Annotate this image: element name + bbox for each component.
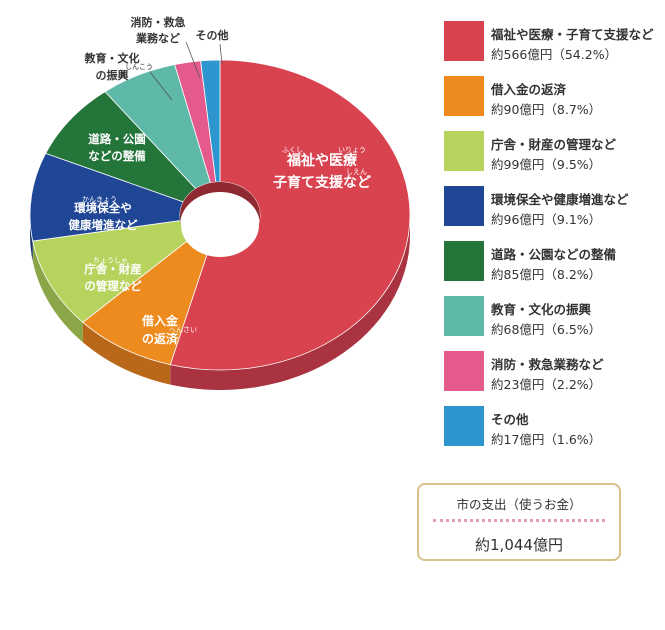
legend-name: 環境保全や健康増進など [491,192,629,207]
slice-ruby: ふくし [282,146,303,154]
doughnut-hole [180,182,260,257]
slice-label-4-1: などの整備 [88,149,146,163]
slice-label-5-0: 教育・文化 [84,51,140,65]
legend-value: 約96億円（9.1%） [491,212,602,227]
legend-item: その他約17億円（1.6%） [444,406,659,447]
slice-label-5-1: の振興 [96,68,129,82]
legend-swatch [444,21,484,61]
legend-name: 教育・文化の振興 [491,302,592,317]
legend-name: 道路・公園などの整備 [491,247,617,262]
slice-label-4-0: 道路・公園 [88,132,146,146]
legend-name: 庁舎・財産の管理など [491,137,617,152]
legend-swatch [444,131,484,171]
slice-label-0-1: 子育て支援など [273,174,371,191]
leader-lines [149,41,223,101]
legend-value: 約90億円（8.7%） [491,102,602,117]
legend-name: 借入金の返済 [491,82,567,97]
slice-label-1-1: の返済 [142,331,179,346]
slice-ruby: しえん [346,168,367,176]
leader-line-0 [149,71,173,101]
slice-label-3-1: 健康増進など [69,218,138,232]
legend-name: 福祉や医療・子育て支援など [491,27,654,42]
legend-item: 教育・文化の振興 約68億円（6.5%） [444,296,659,337]
summary-title: 市の支出（使うお金） [456,497,582,512]
legend-value: 約68億円（6.5%） [491,322,602,337]
hole-wall [180,182,260,225]
legend-swatch [444,406,484,446]
doughnut-top [29,59,411,371]
slice-label-6-1: 業務など [135,31,180,45]
legend-item: 庁舎・財産の管理など 約99億円（9.5%） [444,131,659,172]
legend-value: 約99億円（9.5%） [491,157,602,172]
legend-value: 約17億円（1.6%） [491,432,602,447]
legend-item: 道路・公園などの整備 約85億円（8.2%） [444,241,659,282]
legend-item: 消防・救急業務など 約23億円（2.2%） [444,351,659,392]
legend-value: 約566億円（54.2%） [491,47,618,62]
slice-side-1 [82,322,171,385]
slice-ruby: かんきょう [82,196,117,204]
legend-value: 約23億円（2.2%） [491,377,602,392]
legend-item: 環境保全や健康増進など 約96億円（9.1%） [444,186,659,227]
legend-name: その他 [491,412,529,427]
slice-ruby: しんこう [125,63,153,71]
legend-name: 消防・救急業務など [491,357,604,372]
summary-total: 約1,044億円 [475,536,563,554]
legend-swatch [444,186,484,226]
slice-ruby: いりょう [338,146,366,154]
slice-label-2-1: の管理など [84,279,142,293]
slice-label-0-0: 福祉や医療 [286,152,358,169]
slice-label-1-0: 借入金 [141,313,179,328]
hole-center [181,193,259,257]
leader-line-1 [185,41,201,79]
leader-line-2 [219,43,223,65]
slice-ruby: へんさい [169,326,197,334]
slice-side-3 [30,215,33,261]
legend-item: 福祉や医療・子育て支援など 約566億円（54.2%） [444,21,659,62]
summary-box: 市の支出（使うお金） 約1,044億円 [417,483,621,561]
legend-swatch [444,76,484,116]
legend-swatch [444,351,484,391]
legend-item: 借入金の返済約90億円（8.7%） [444,76,659,117]
slice-ruby: ちょうしゃ [93,257,128,265]
slice-label-7-0: その他 [196,28,229,42]
legend-swatch [444,296,484,336]
slice-side-0 [170,215,410,390]
doughnut-side [30,215,410,390]
slice-label-2-0: 庁舎・財産 [83,262,142,276]
slice-side-2 [32,240,83,343]
summary-divider [433,519,605,522]
slice-label-3-0: 環境保全や [74,201,132,215]
legend-swatch [444,241,484,281]
legend-value: 約85億円（8.2%） [491,267,602,282]
slice-label-6-0: 消防・救急 [131,15,186,29]
